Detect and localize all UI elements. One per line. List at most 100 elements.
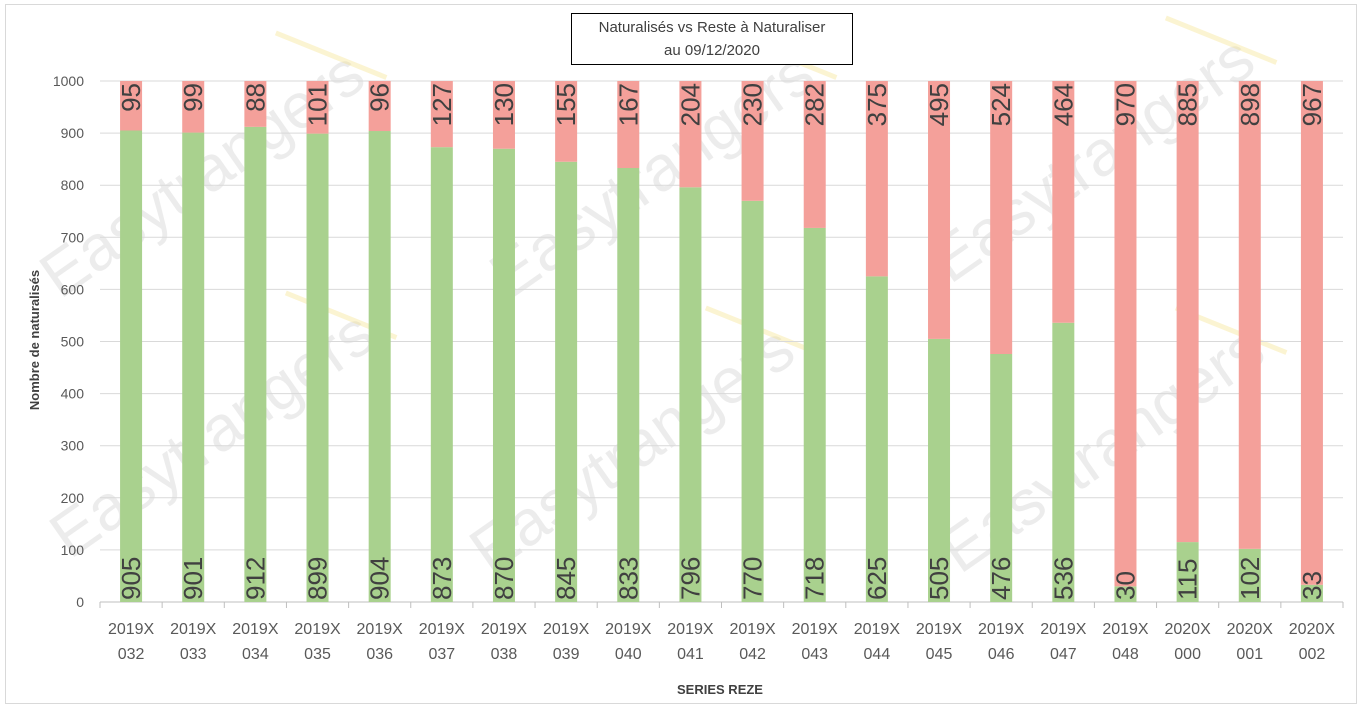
y-tick-label: 200 (61, 490, 85, 506)
chart-title-line2: au 09/12/2020 (664, 42, 760, 59)
bar-naturalises (865, 276, 888, 602)
data-label-reste: 495 (924, 83, 954, 126)
x-tick-label-line2: 045 (926, 646, 953, 663)
bar-reste (1238, 81, 1261, 549)
bar-naturalises (1300, 584, 1323, 602)
chart-title-line1: Naturalisés vs Reste à Naturaliser (598, 19, 826, 36)
x-tick-label: 2019X (419, 621, 466, 638)
data-label-reste: 464 (1048, 83, 1078, 126)
data-label-reste: 130 (489, 83, 519, 126)
x-tick-label-line2: 042 (739, 646, 766, 663)
data-label-reste: 95 (116, 83, 146, 112)
data-label-reste: 375 (862, 83, 892, 126)
x-tick-label-line2: 043 (801, 646, 828, 663)
x-tick-label: 2019X (1102, 621, 1149, 638)
bar-reste (679, 81, 702, 188)
x-tick-label: 2019X (170, 621, 217, 638)
data-label-naturalises: 476 (986, 557, 1016, 600)
x-tick-label-line2: 048 (1112, 646, 1139, 663)
watermark-text: Easytrangers (477, 36, 827, 311)
data-label-reste: 898 (1235, 83, 1265, 126)
data-labels: 905 95 901 99 912 88 899 101 904 96 873 127 870 130 84… (116, 83, 1327, 600)
data-label-naturalises: 102 (1235, 557, 1265, 600)
bar-reste (368, 81, 391, 132)
x-tick-label: 2019X (916, 621, 963, 638)
bar-naturalises (1052, 322, 1075, 602)
bar-reste (865, 81, 888, 277)
y-tick-label: 700 (61, 229, 85, 245)
data-label-naturalises: 505 (924, 557, 954, 600)
data-label-naturalises: 770 (738, 557, 768, 600)
bar-naturalises (990, 354, 1013, 602)
data-label-reste: 88 (240, 83, 270, 112)
bar-naturalises (120, 130, 143, 602)
chart-title: Naturalisés vs Reste à Naturaliser au 09… (571, 13, 853, 65)
bar-reste (244, 81, 267, 127)
bar-reste (120, 81, 143, 131)
x-tick-label-line2: 036 (366, 646, 393, 663)
x-tick-label: 2020X (1164, 621, 1211, 638)
bar-naturalises (244, 126, 267, 603)
x-tick-label-line2: 033 (180, 646, 207, 663)
watermark: Easytrangers (917, 15, 1278, 296)
x-tick-label: 2019X (1040, 621, 1087, 638)
x-tick-label: 2019X (729, 621, 776, 638)
bar-reste (1052, 81, 1075, 323)
data-label-reste: 970 (1110, 83, 1140, 126)
bar-reste (1114, 81, 1137, 587)
y-tick-label: 1000 (53, 73, 84, 89)
bar-naturalises (368, 131, 391, 603)
bar-naturalises (617, 168, 640, 602)
bar-reste (990, 81, 1013, 355)
bar-naturalises (679, 187, 702, 602)
x-axis-title: SERIES REZE (677, 682, 763, 697)
data-label-naturalises: 904 (365, 557, 395, 600)
data-label-naturalises: 625 (862, 557, 892, 600)
bar-naturalises (1176, 542, 1199, 602)
bar-naturalises (1114, 586, 1137, 602)
bar-reste (1300, 81, 1323, 585)
bar-naturalises (928, 338, 951, 602)
data-label-reste: 282 (800, 83, 830, 126)
y-axis-title: Nombre de naturalisés (27, 270, 42, 410)
bar-reste (492, 81, 515, 149)
bar-naturalises (741, 200, 764, 602)
x-tick-label-line2: 039 (553, 646, 580, 663)
x-tick-label: 2019X (792, 621, 839, 638)
bar-reste (741, 81, 764, 201)
bars (120, 81, 1323, 603)
bar-naturalises (555, 161, 578, 602)
x-tick-label: 2019X (543, 621, 590, 638)
x-tick-label: 2020X (1227, 621, 1274, 638)
bar-reste (928, 81, 951, 339)
data-label-naturalises: 899 (303, 557, 333, 600)
x-tick-label-line2: 047 (1050, 646, 1077, 663)
y-tick-label: 500 (61, 334, 85, 350)
y-tick-label: 400 (61, 386, 85, 402)
x-tick-label-line2: 040 (615, 646, 642, 663)
x-tick-label-line2: 032 (118, 646, 145, 663)
x-tick-label: 2019X (357, 621, 404, 638)
watermark-text: Easytrangers (927, 311, 1277, 586)
data-label-naturalises: 845 (551, 557, 581, 600)
data-label-naturalises: 115 (1173, 559, 1203, 600)
y-tick-label: 900 (61, 125, 85, 141)
x-tick-label-line2: 000 (1174, 646, 1201, 663)
data-label-naturalises: 870 (489, 557, 519, 600)
data-label-reste: 167 (613, 83, 643, 126)
watermark: Easytrangers (927, 305, 1288, 586)
x-tick-label: 2019X (481, 621, 528, 638)
x-tick-label: 2019X (854, 621, 901, 638)
data-label-reste: 524 (986, 83, 1016, 126)
x-tick-label: 2019X (108, 621, 155, 638)
y-tick-label: 800 (61, 177, 85, 193)
bar-naturalises (1238, 548, 1261, 602)
bar-reste (182, 81, 205, 133)
x-tick-label-line2: 002 (1299, 646, 1326, 663)
data-label-naturalises: 873 (427, 557, 457, 600)
data-label-naturalises: 536 (1048, 557, 1078, 600)
data-label-reste: 230 (738, 83, 768, 126)
data-label-naturalises: 905 (116, 557, 146, 600)
bar-naturalises (306, 133, 329, 602)
y-tick-label: 100 (61, 542, 85, 558)
